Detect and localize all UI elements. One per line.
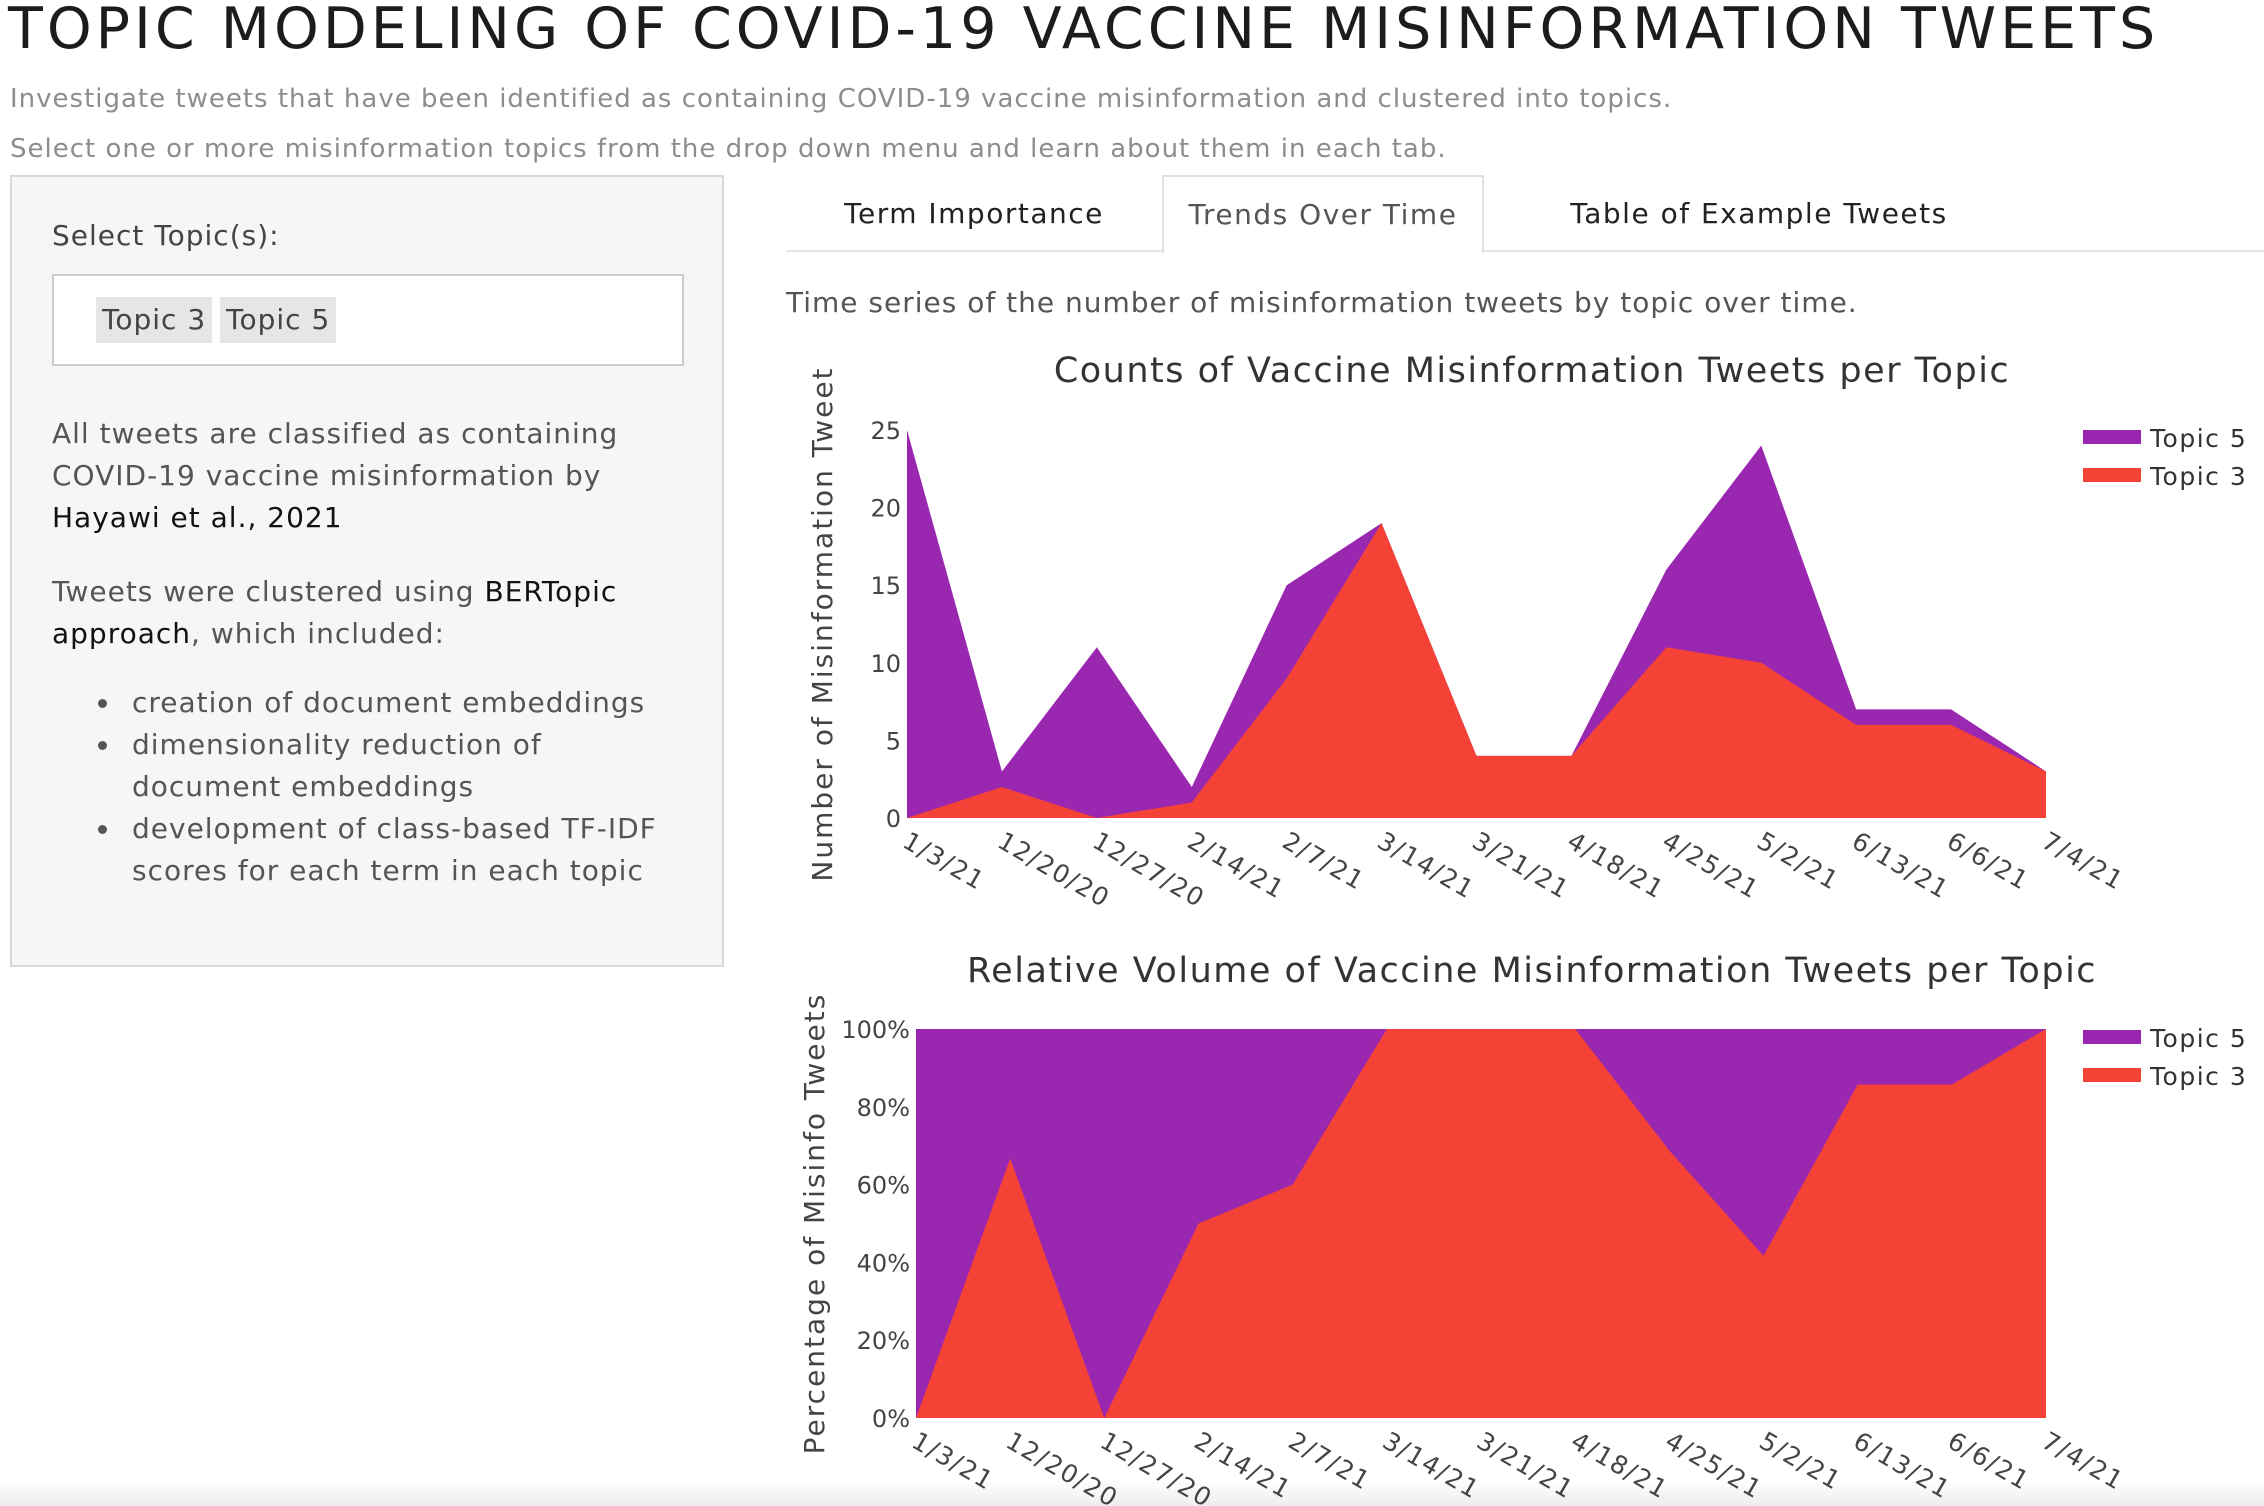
chart-title: Relative Volume of Vaccine Misinformatio…	[967, 951, 2097, 991]
list-item: creation of document embeddings	[52, 682, 692, 724]
x-tick-label: 3/14/21	[1373, 826, 1480, 905]
x-tick-label: 4/18/21	[1562, 826, 1669, 905]
classification-note: All tweets are classified as containing …	[52, 413, 692, 539]
hayawi-link[interactable]: Hayawi et al., 2021	[52, 501, 343, 534]
list-item: dimensionality reduction of document emb…	[52, 724, 692, 808]
legend-swatch[interactable]	[2083, 430, 2141, 444]
clustering-note: Tweets were clustered using BERTopic app…	[52, 571, 692, 655]
area-series-topic3	[907, 523, 2046, 818]
x-tick-label: 3/21/21	[1468, 826, 1575, 905]
area-series-topic3	[916, 1029, 2046, 1418]
x-tick-label: 6/6/21	[1942, 826, 2034, 896]
legend-swatch[interactable]	[2083, 1068, 2141, 1082]
y-tick-label: 0	[886, 805, 901, 833]
bertopic-link[interactable]: BERTopic approach	[52, 575, 618, 650]
list-item-text: development of class-based TF-IDF scores…	[132, 812, 657, 887]
method-steps-list: creation of document embeddings dimensio…	[52, 682, 692, 892]
legend-swatch[interactable]	[2083, 1030, 2141, 1044]
y-tick-label: 10	[870, 650, 901, 678]
x-tick-label: 6/13/21	[1847, 826, 1954, 905]
tab-example-tweets[interactable]: Table of Example Tweets	[1570, 197, 1948, 230]
bottom-shadow	[0, 1480, 2264, 1506]
selected-topic-chip[interactable]: Topic 3	[96, 297, 213, 343]
legend-label[interactable]: Topic 5	[2149, 1024, 2247, 1053]
legend-label[interactable]: Topic 5	[2149, 424, 2247, 453]
y-tick-label: 20%	[857, 1327, 910, 1355]
subtitle-instructions: Select one or more misinformation topics…	[10, 134, 1447, 164]
x-tick-label: 7/4/21	[2037, 826, 2129, 896]
chart-1: Counts of Vaccine Misinformation Tweets …	[806, 351, 2247, 913]
x-tick-label: 1/3/21	[898, 826, 990, 896]
y-tick-label: 40%	[857, 1249, 910, 1277]
clustering-text-suffix: , which included:	[191, 617, 445, 650]
y-tick-label: 20	[870, 495, 901, 523]
y-tick-label: 80%	[857, 1094, 910, 1122]
y-tick-label: 25	[870, 417, 901, 445]
chart-2: Relative Volume of Vaccine Misinformatio…	[798, 951, 2247, 1506]
y-tick-label: 0%	[872, 1405, 910, 1433]
chart-title: Counts of Vaccine Misinformation Tweets …	[1054, 351, 2010, 391]
x-tick-label: 4/25/21	[1657, 826, 1764, 905]
list-item-text: dimensionality reduction of document emb…	[132, 728, 542, 803]
select-topics-label: Select Topic(s):	[52, 219, 280, 252]
bullet-icon	[98, 825, 107, 834]
selected-topic-chip[interactable]: Topic 5	[220, 297, 337, 343]
classification-text: All tweets are classified as containing …	[52, 417, 619, 492]
y-tick-label: 15	[870, 572, 901, 600]
y-tick-label: 100%	[841, 1016, 910, 1044]
list-item: development of class-based TF-IDF scores…	[52, 808, 692, 892]
bullet-icon	[98, 699, 107, 708]
subtitle-intro: Investigate tweets that have been identi…	[10, 84, 1673, 114]
x-tick-label: 2/7/21	[1278, 826, 1370, 896]
y-tick-label: 5	[886, 727, 901, 755]
tab-description: Time series of the number of misinformat…	[786, 286, 1858, 319]
list-item-text: creation of document embeddings	[132, 686, 646, 719]
y-tick-label: 60%	[857, 1172, 910, 1200]
tab-bar: Term Importance Trends Over Time Table o…	[786, 175, 2264, 254]
topic-sidebar: Select Topic(s): Topic 3 Topic 5 All twe…	[10, 175, 724, 967]
clustering-text: Tweets were clustered using	[52, 575, 475, 608]
tab-term-importance[interactable]: Term Importance	[844, 197, 1104, 230]
legend-swatch[interactable]	[2083, 468, 2141, 482]
tab-trends-over-time[interactable]: Trends Over Time	[1162, 175, 1484, 254]
legend-label[interactable]: Topic 3	[2149, 462, 2247, 491]
legend-label[interactable]: Topic 3	[2149, 1062, 2247, 1091]
x-tick-label: 5/2/21	[1752, 826, 1844, 896]
y-axis-label: Number of Misinformation Tweet	[806, 366, 839, 881]
y-axis-label: Percentage of Misinfo Tweets	[798, 993, 831, 1455]
app-title: TOPIC MODELING OF COVID-19 VACCINE MISIN…	[8, 0, 2160, 62]
bullet-icon	[98, 741, 107, 750]
topic-dropdown[interactable]: Topic 3 Topic 5	[52, 274, 684, 366]
